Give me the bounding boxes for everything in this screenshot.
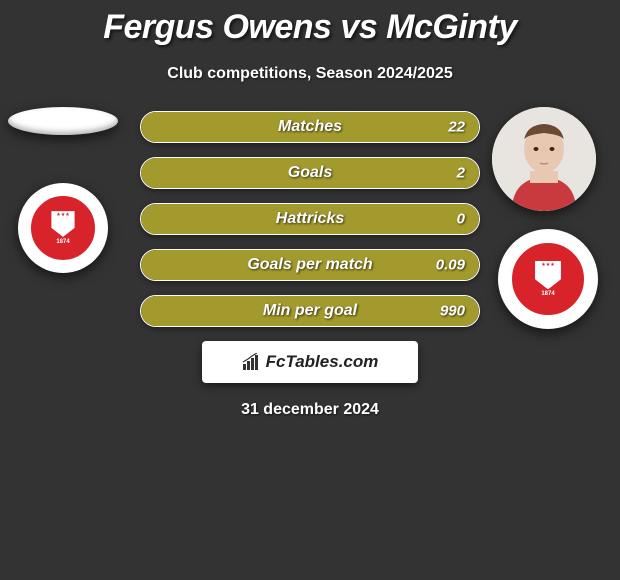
chart-icon (242, 353, 262, 371)
club-badge-stars: ★★★ (541, 263, 554, 268)
club-badge-year: 1874 (56, 239, 69, 245)
stat-bar: Goals 2 (140, 157, 480, 189)
stat-value: 0.09 (436, 257, 465, 274)
player-left-avatar (8, 107, 118, 135)
comparison-content: ★★★ 1874 ★★★ 1874 (0, 111, 620, 327)
stat-bar: Matches 22 (140, 111, 480, 143)
stat-value: 2 (457, 165, 465, 182)
footer-brand-text: FcTables.com (266, 352, 379, 372)
player-right-avatar (492, 107, 596, 211)
stat-label: Hattricks (276, 210, 344, 228)
stat-label: Goals per match (247, 256, 372, 274)
player-left-club-badge: ★★★ 1874 (18, 183, 108, 273)
stat-bar: Hattricks 0 (140, 203, 480, 235)
stat-label: Min per goal (263, 302, 357, 320)
player-left-column: ★★★ 1874 (8, 107, 118, 273)
stat-value: 0 (457, 211, 465, 228)
player-right-photo-icon (492, 107, 596, 211)
player-right-column: ★★★ 1874 (492, 107, 598, 329)
club-badge-inner: ★★★ 1874 (29, 194, 97, 262)
stat-bar: Goals per match 0.09 (140, 249, 480, 281)
footer-date: 31 december 2024 (0, 401, 620, 419)
stat-rows: Matches 22 Goals 2 Hattricks 0 Goals per match… (140, 111, 480, 327)
stat-value: 990 (440, 303, 465, 320)
club-badge-shield: ★★★ (535, 261, 561, 290)
page-title: Fergus Owens vs McGinty (0, 0, 620, 47)
footer-brand-badge: FcTables.com (202, 341, 418, 383)
stat-value: 22 (448, 119, 465, 136)
club-badge-inner: ★★★ 1874 (510, 241, 586, 317)
club-badge-stars: ★★★ (56, 213, 69, 218)
stat-label: Matches (278, 118, 342, 136)
stat-label: Goals (288, 164, 332, 182)
stat-bar: Min per goal 990 (140, 295, 480, 327)
subtitle: Club competitions, Season 2024/2025 (0, 65, 620, 83)
club-badge-shield: ★★★ (51, 211, 74, 237)
club-badge-year: 1874 (541, 291, 554, 297)
player-right-club-badge: ★★★ 1874 (498, 229, 598, 329)
